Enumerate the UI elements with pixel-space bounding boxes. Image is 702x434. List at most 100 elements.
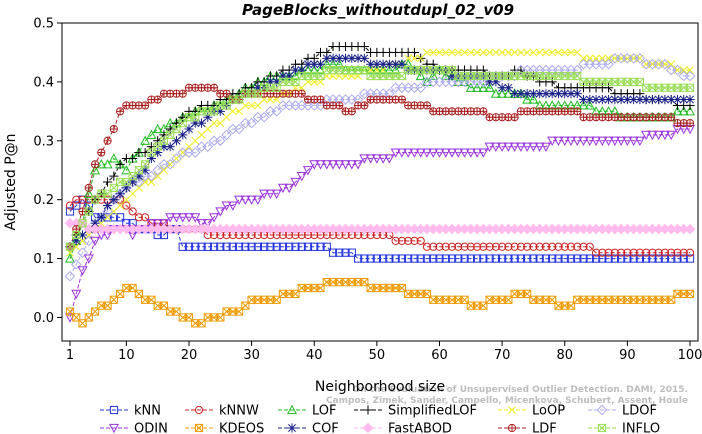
data-point-cof [215,106,225,116]
legend-item-knnw: kNNW [185,404,259,419]
data-point-inflo [90,195,100,204]
data-point-knn [585,254,594,263]
data-point-cof [591,94,601,105]
legend-item-ldof: LDOF [588,404,657,419]
data-point-loop [410,54,419,63]
data-point-loop [448,48,456,57]
data-point-knn [610,254,619,263]
legend-marker [108,423,120,434]
data-point-knn [184,242,194,251]
data-point-odin [334,160,345,170]
series-markers-knn [65,195,695,263]
data-point-cof [503,83,513,93]
data-point-loop [159,166,168,175]
data-point-cof [315,59,326,69]
legend-label: kNNW [219,404,259,419]
data-point-cof [90,218,100,228]
data-point-knn [629,254,638,263]
data-point-knn [285,242,294,251]
data-point-cof [328,53,338,63]
data-point-knn [566,254,576,263]
data-point-cof [71,236,81,246]
data-point-knnw [642,248,651,257]
data-point-cof [190,118,200,128]
data-point-knn [228,242,237,251]
x-tick-label: 10 [118,348,135,363]
data-point-knn [635,254,644,263]
data-point-knn [379,254,388,263]
data-point-odin [83,254,94,264]
data-point-cof [672,94,683,105]
data-point-knn [541,254,551,263]
data-point-knnw [679,248,688,257]
data-point-lof [578,100,589,110]
data-point-lof [672,106,683,116]
data-point-knn [209,242,219,251]
data-point-lof [108,153,119,163]
legend-label: LDOF [622,404,657,419]
data-point-loop [548,48,557,57]
data-point-odin [396,148,407,158]
data-point-knn [216,242,225,251]
data-point-loop [504,48,513,57]
data-point-loop [573,48,582,57]
data-point-knn [479,254,488,263]
data-point-odin [365,154,376,164]
data-point-cof [616,94,626,105]
data-point-lof [465,82,476,92]
data-point-knn [617,254,626,263]
data-point-cof [184,124,194,134]
data-point-cof [102,200,113,211]
data-point-loop [222,113,231,122]
data-point-cof [353,53,363,63]
data-point-odin [152,219,163,229]
data-point-odin [90,236,101,247]
data-point-ldof [202,141,214,152]
data-point-loop [141,178,150,186]
data-point-knn [253,242,262,251]
y-axis: 0.0 0.1 0.2 0.3 0.4 0.5 [33,17,62,326]
data-point-odin [641,130,652,141]
data-point-knnw [673,248,682,257]
data-point-odin [547,136,558,147]
data-point-cof [622,94,632,105]
data-point-lof [102,159,113,169]
data-point-lof [472,82,483,92]
x-tick-label: 50 [369,348,386,363]
data-point-odin [659,130,670,141]
data-point-knnw [617,248,626,257]
data-point-knn [648,254,657,263]
watermark: On the Evaluation of Unsupervised Outlie… [326,385,688,406]
data-point-knn [404,254,413,263]
legend-marker [287,423,297,433]
legend-item-ldf: LDF [498,422,557,434]
data-point-knnw [510,242,519,251]
legend-item-cof: COF [278,422,339,434]
data-point-cof [553,89,564,99]
data-point-ldf [510,113,519,122]
data-point-ldf [84,183,93,192]
data-point-knnw [441,242,450,251]
data-point-ldof [659,58,671,70]
data-point-knnw [516,242,526,251]
data-point-odin [528,142,539,152]
data-point-loop [441,48,450,57]
data-point-odin [321,160,332,170]
series-markers-ldof [64,53,696,282]
data-point-odin [215,207,226,217]
data-point-loop [460,48,469,57]
data-point-odin [390,148,401,158]
data-point-cof [309,59,319,69]
data-point-odin [146,219,157,229]
data-point-lof [96,159,107,169]
data-point-odin [240,195,251,205]
data-point-knnw [604,248,613,257]
data-point-cof [334,53,344,63]
data-point-cof [290,65,301,75]
data-point-lof [384,64,395,75]
series-line-lof [69,63,690,259]
legend-item-lof: LOF [278,404,337,419]
data-point-kdeos [685,289,695,298]
y-axis-label: Adjusted P@n [3,133,19,230]
data-point-knn [491,254,500,263]
